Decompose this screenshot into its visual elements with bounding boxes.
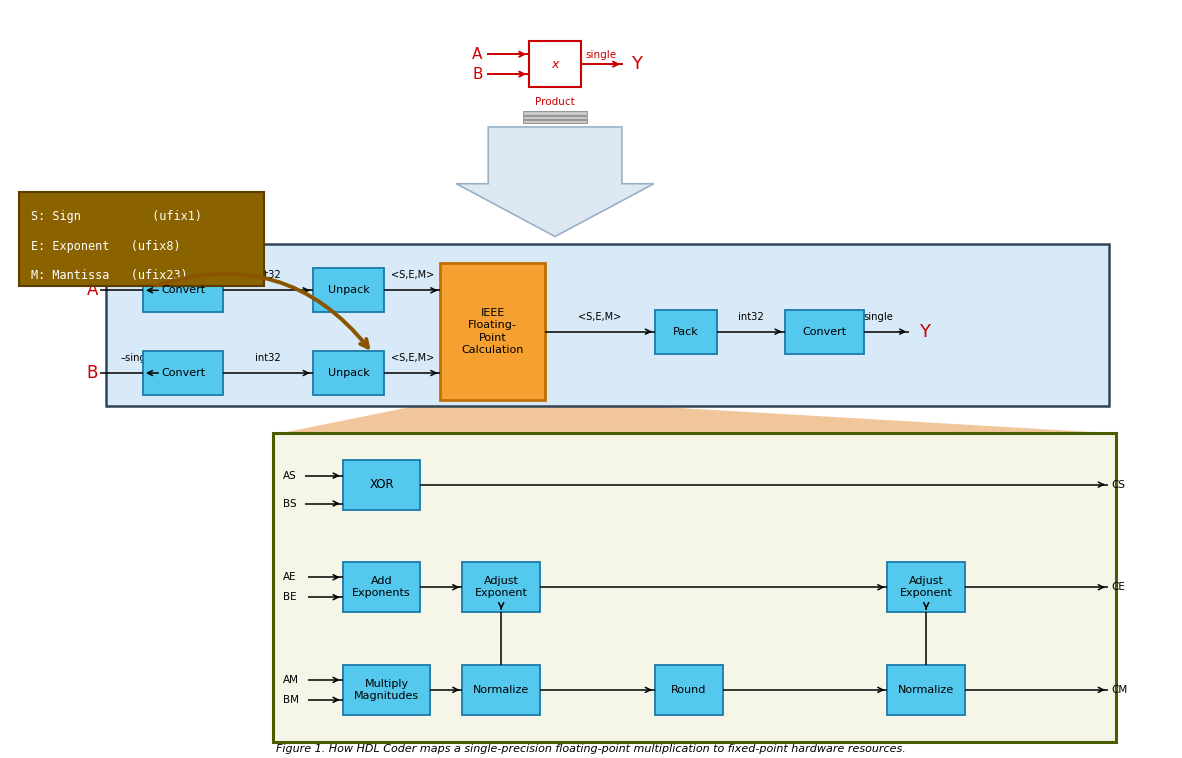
Text: Pack: Pack — [673, 327, 699, 337]
FancyBboxPatch shape — [785, 310, 864, 353]
Text: <S,E,M>: <S,E,M> — [578, 312, 622, 321]
Text: Multiply
Magnitudes: Multiply Magnitudes — [353, 678, 420, 701]
FancyBboxPatch shape — [343, 665, 430, 715]
FancyBboxPatch shape — [462, 562, 540, 612]
FancyBboxPatch shape — [273, 433, 1116, 741]
Text: Y: Y — [918, 323, 930, 340]
FancyBboxPatch shape — [441, 264, 545, 400]
FancyBboxPatch shape — [888, 562, 966, 612]
Text: B: B — [86, 364, 98, 382]
Text: AM: AM — [282, 675, 299, 685]
FancyBboxPatch shape — [462, 665, 540, 715]
Text: B: B — [472, 67, 482, 82]
Text: Adjust
Exponent: Adjust Exponent — [475, 576, 527, 598]
FancyBboxPatch shape — [655, 665, 722, 715]
FancyBboxPatch shape — [530, 41, 582, 87]
FancyBboxPatch shape — [313, 268, 384, 312]
Text: Round: Round — [671, 685, 707, 695]
Text: E: Exponent   (ufix8): E: Exponent (ufix8) — [31, 240, 181, 252]
Text: Convert: Convert — [161, 285, 204, 296]
FancyBboxPatch shape — [524, 120, 587, 124]
Text: Convert: Convert — [161, 368, 204, 378]
Text: Product: Product — [535, 97, 574, 107]
Text: Normalize: Normalize — [473, 685, 530, 695]
Text: Adjust
Exponent: Adjust Exponent — [900, 576, 953, 598]
Text: Convert: Convert — [803, 327, 846, 337]
Text: single: single — [863, 312, 894, 321]
FancyBboxPatch shape — [343, 562, 421, 612]
Text: IEEE
Floating-
Point
Calculation: IEEE Floating- Point Calculation — [461, 308, 524, 356]
Text: Unpack: Unpack — [327, 368, 370, 378]
Text: AE: AE — [282, 572, 297, 582]
Text: CM: CM — [1112, 685, 1128, 695]
Text: S: Sign          (ufix1): S: Sign (ufix1) — [31, 210, 202, 223]
Text: x: x — [551, 58, 559, 70]
Polygon shape — [456, 127, 654, 236]
FancyBboxPatch shape — [524, 115, 587, 119]
Text: A: A — [86, 281, 98, 299]
Text: BE: BE — [282, 592, 297, 602]
Text: Figure 1. How HDL Coder maps a single-precision floating-point multiplication to: Figure 1. How HDL Coder maps a single-pr… — [277, 744, 905, 753]
Text: Y: Y — [631, 55, 642, 74]
FancyBboxPatch shape — [524, 111, 587, 115]
FancyBboxPatch shape — [106, 245, 1109, 406]
Text: Unpack: Unpack — [327, 285, 370, 296]
Text: single: single — [585, 50, 616, 60]
Text: CS: CS — [1112, 480, 1125, 490]
Text: A: A — [472, 47, 482, 61]
Text: int32: int32 — [255, 271, 280, 280]
Text: Add
Exponents: Add Exponents — [352, 576, 411, 598]
FancyBboxPatch shape — [313, 351, 384, 395]
Polygon shape — [282, 400, 1106, 433]
FancyBboxPatch shape — [655, 310, 716, 353]
FancyBboxPatch shape — [143, 268, 223, 312]
FancyBboxPatch shape — [143, 351, 223, 395]
Text: XOR: XOR — [369, 478, 394, 491]
FancyArrowPatch shape — [156, 274, 368, 347]
Text: AS: AS — [282, 471, 297, 481]
Text: Normalize: Normalize — [898, 685, 954, 695]
Text: int32: int32 — [255, 353, 280, 363]
Text: BS: BS — [282, 499, 297, 509]
Text: int32: int32 — [738, 312, 764, 321]
Text: M: Mantissa   (ufix23): M: Mantissa (ufix23) — [31, 269, 188, 283]
FancyBboxPatch shape — [343, 459, 421, 509]
Text: CE: CE — [1112, 582, 1125, 592]
FancyBboxPatch shape — [888, 665, 966, 715]
Text: <S,E,M>: <S,E,M> — [391, 271, 434, 280]
Text: –single: –single — [121, 353, 156, 363]
Text: BM: BM — [282, 695, 299, 705]
Text: <S,E,M>: <S,E,M> — [391, 353, 434, 363]
FancyBboxPatch shape — [19, 192, 264, 287]
Text: –single: –single — [121, 271, 156, 280]
